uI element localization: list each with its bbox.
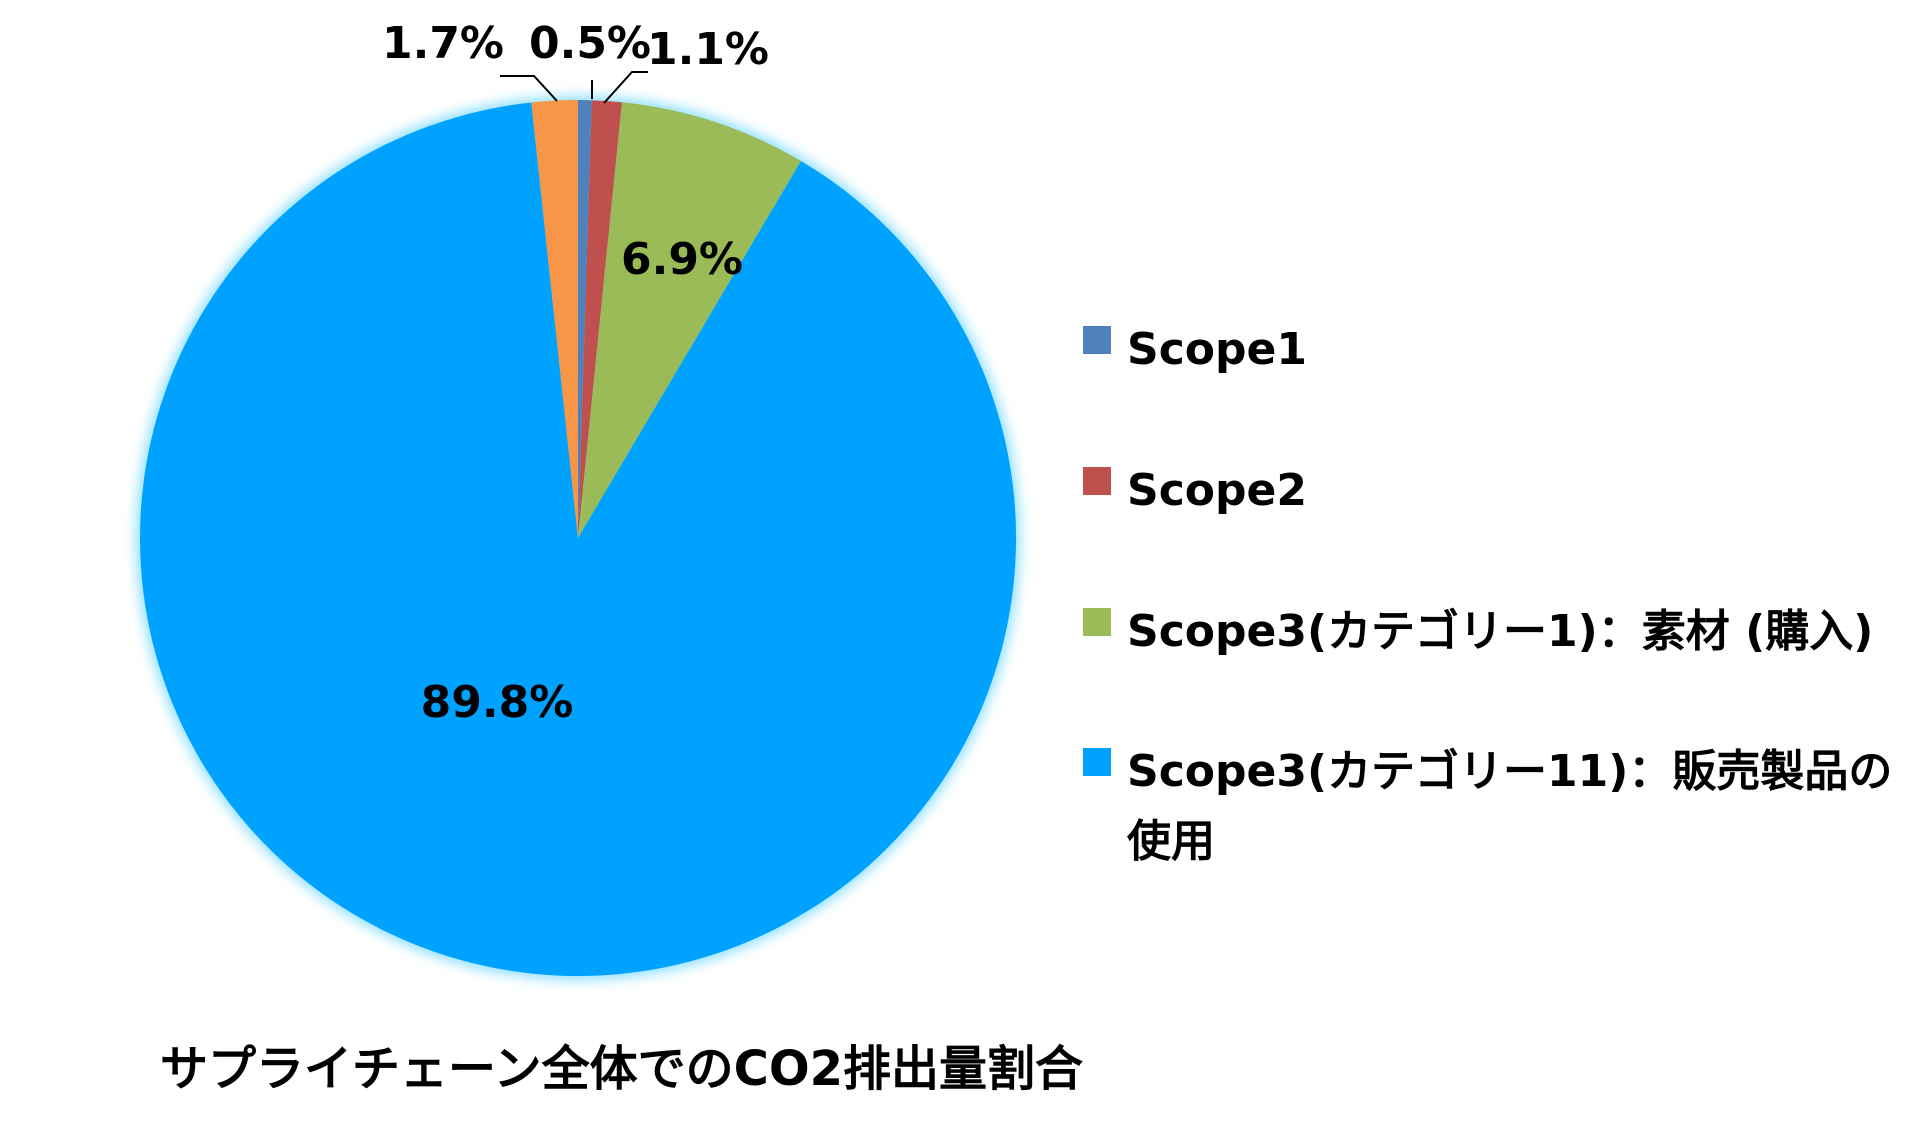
data-label-5: 1.7% xyxy=(382,18,504,69)
pie-slices xyxy=(136,96,1020,980)
pie-slice-1 xyxy=(578,100,592,538)
data-label-2: 1.1% xyxy=(647,24,769,75)
legend-label-1: Scope1 xyxy=(1127,324,1307,375)
legend-swatch-1 xyxy=(1083,326,1111,354)
legend-label-2: Scope2 xyxy=(1127,465,1307,516)
data-labels: 0.5%1.1% 6.9% 89.8% 1.7% xyxy=(382,18,769,728)
leader-lines xyxy=(500,71,648,104)
leader-line-2 xyxy=(603,71,648,104)
data-label-4: 89.8% xyxy=(421,677,574,728)
data-label-3: 6.9% xyxy=(621,234,743,285)
pie-slice-2 xyxy=(578,100,622,538)
pie-slice-5 xyxy=(531,100,578,538)
legend-label-4-line-2: 使用 xyxy=(1127,816,1215,867)
pie-slice-3 xyxy=(578,102,801,539)
legend-swatch-3 xyxy=(1083,608,1111,636)
leader-line-5 xyxy=(500,75,558,102)
legend-swatch-4 xyxy=(1083,748,1111,776)
pie-slice-4 xyxy=(140,102,1017,977)
legend-swatch-2 xyxy=(1083,467,1111,495)
chart-title: サプライチェーン全体でのCO2排出量割合 xyxy=(160,1041,1083,1097)
legend: Scope1 Scope2 Scope3(カテゴリー1)：素材 (購入) Scope3… xyxy=(1083,324,1892,867)
data-label-1: 0.5% xyxy=(529,18,651,69)
legend-label-3: Scope3(カテゴリー1)：素材 (購入) xyxy=(1127,606,1873,657)
legend-label-4-line-1: Scope3(カテゴリー11)：販売製品の xyxy=(1127,746,1892,797)
